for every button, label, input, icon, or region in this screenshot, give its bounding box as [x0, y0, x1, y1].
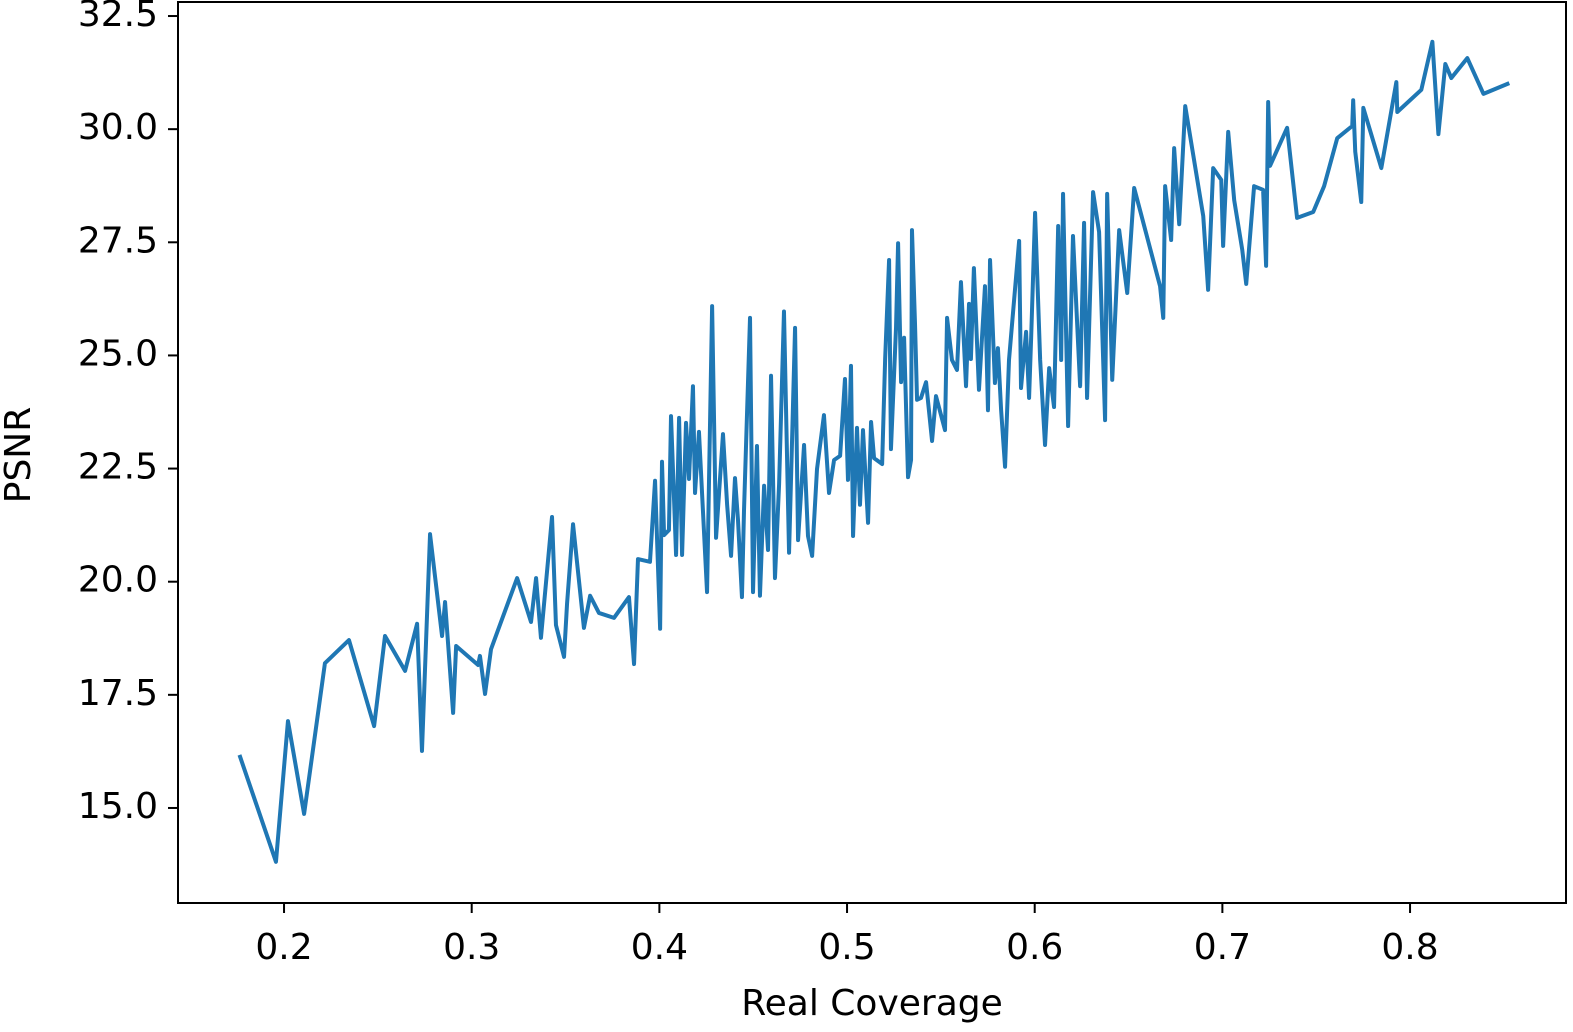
x-tick-label: 0.5 — [818, 927, 875, 968]
plot-frame — [177, 1, 1567, 904]
x-tick-label: 0.7 — [1194, 927, 1251, 968]
y-tick-label: 15.0 — [78, 786, 158, 827]
y-tick-label: 20.0 — [78, 560, 158, 601]
x-tick-label: 0.3 — [443, 927, 500, 968]
y-tick-label: 17.5 — [78, 673, 158, 714]
x-tick-label: 0.4 — [631, 927, 688, 968]
x-tick-label: 0.2 — [255, 927, 312, 968]
y-tick-label: 27.5 — [78, 220, 158, 261]
x-tick-label: 0.6 — [1006, 927, 1063, 968]
y-axis-label: PSNR — [0, 407, 39, 504]
y-tick-label: 22.5 — [78, 447, 158, 488]
y-tick-label: 32.5 — [78, 0, 158, 35]
x-axis-label: Real Coverage — [741, 983, 1003, 1024]
y-tick-label: 25.0 — [78, 333, 158, 374]
data-line — [237, 39, 1511, 864]
x-tick-label: 0.8 — [1381, 927, 1438, 968]
y-tick-label: 30.0 — [78, 107, 158, 148]
